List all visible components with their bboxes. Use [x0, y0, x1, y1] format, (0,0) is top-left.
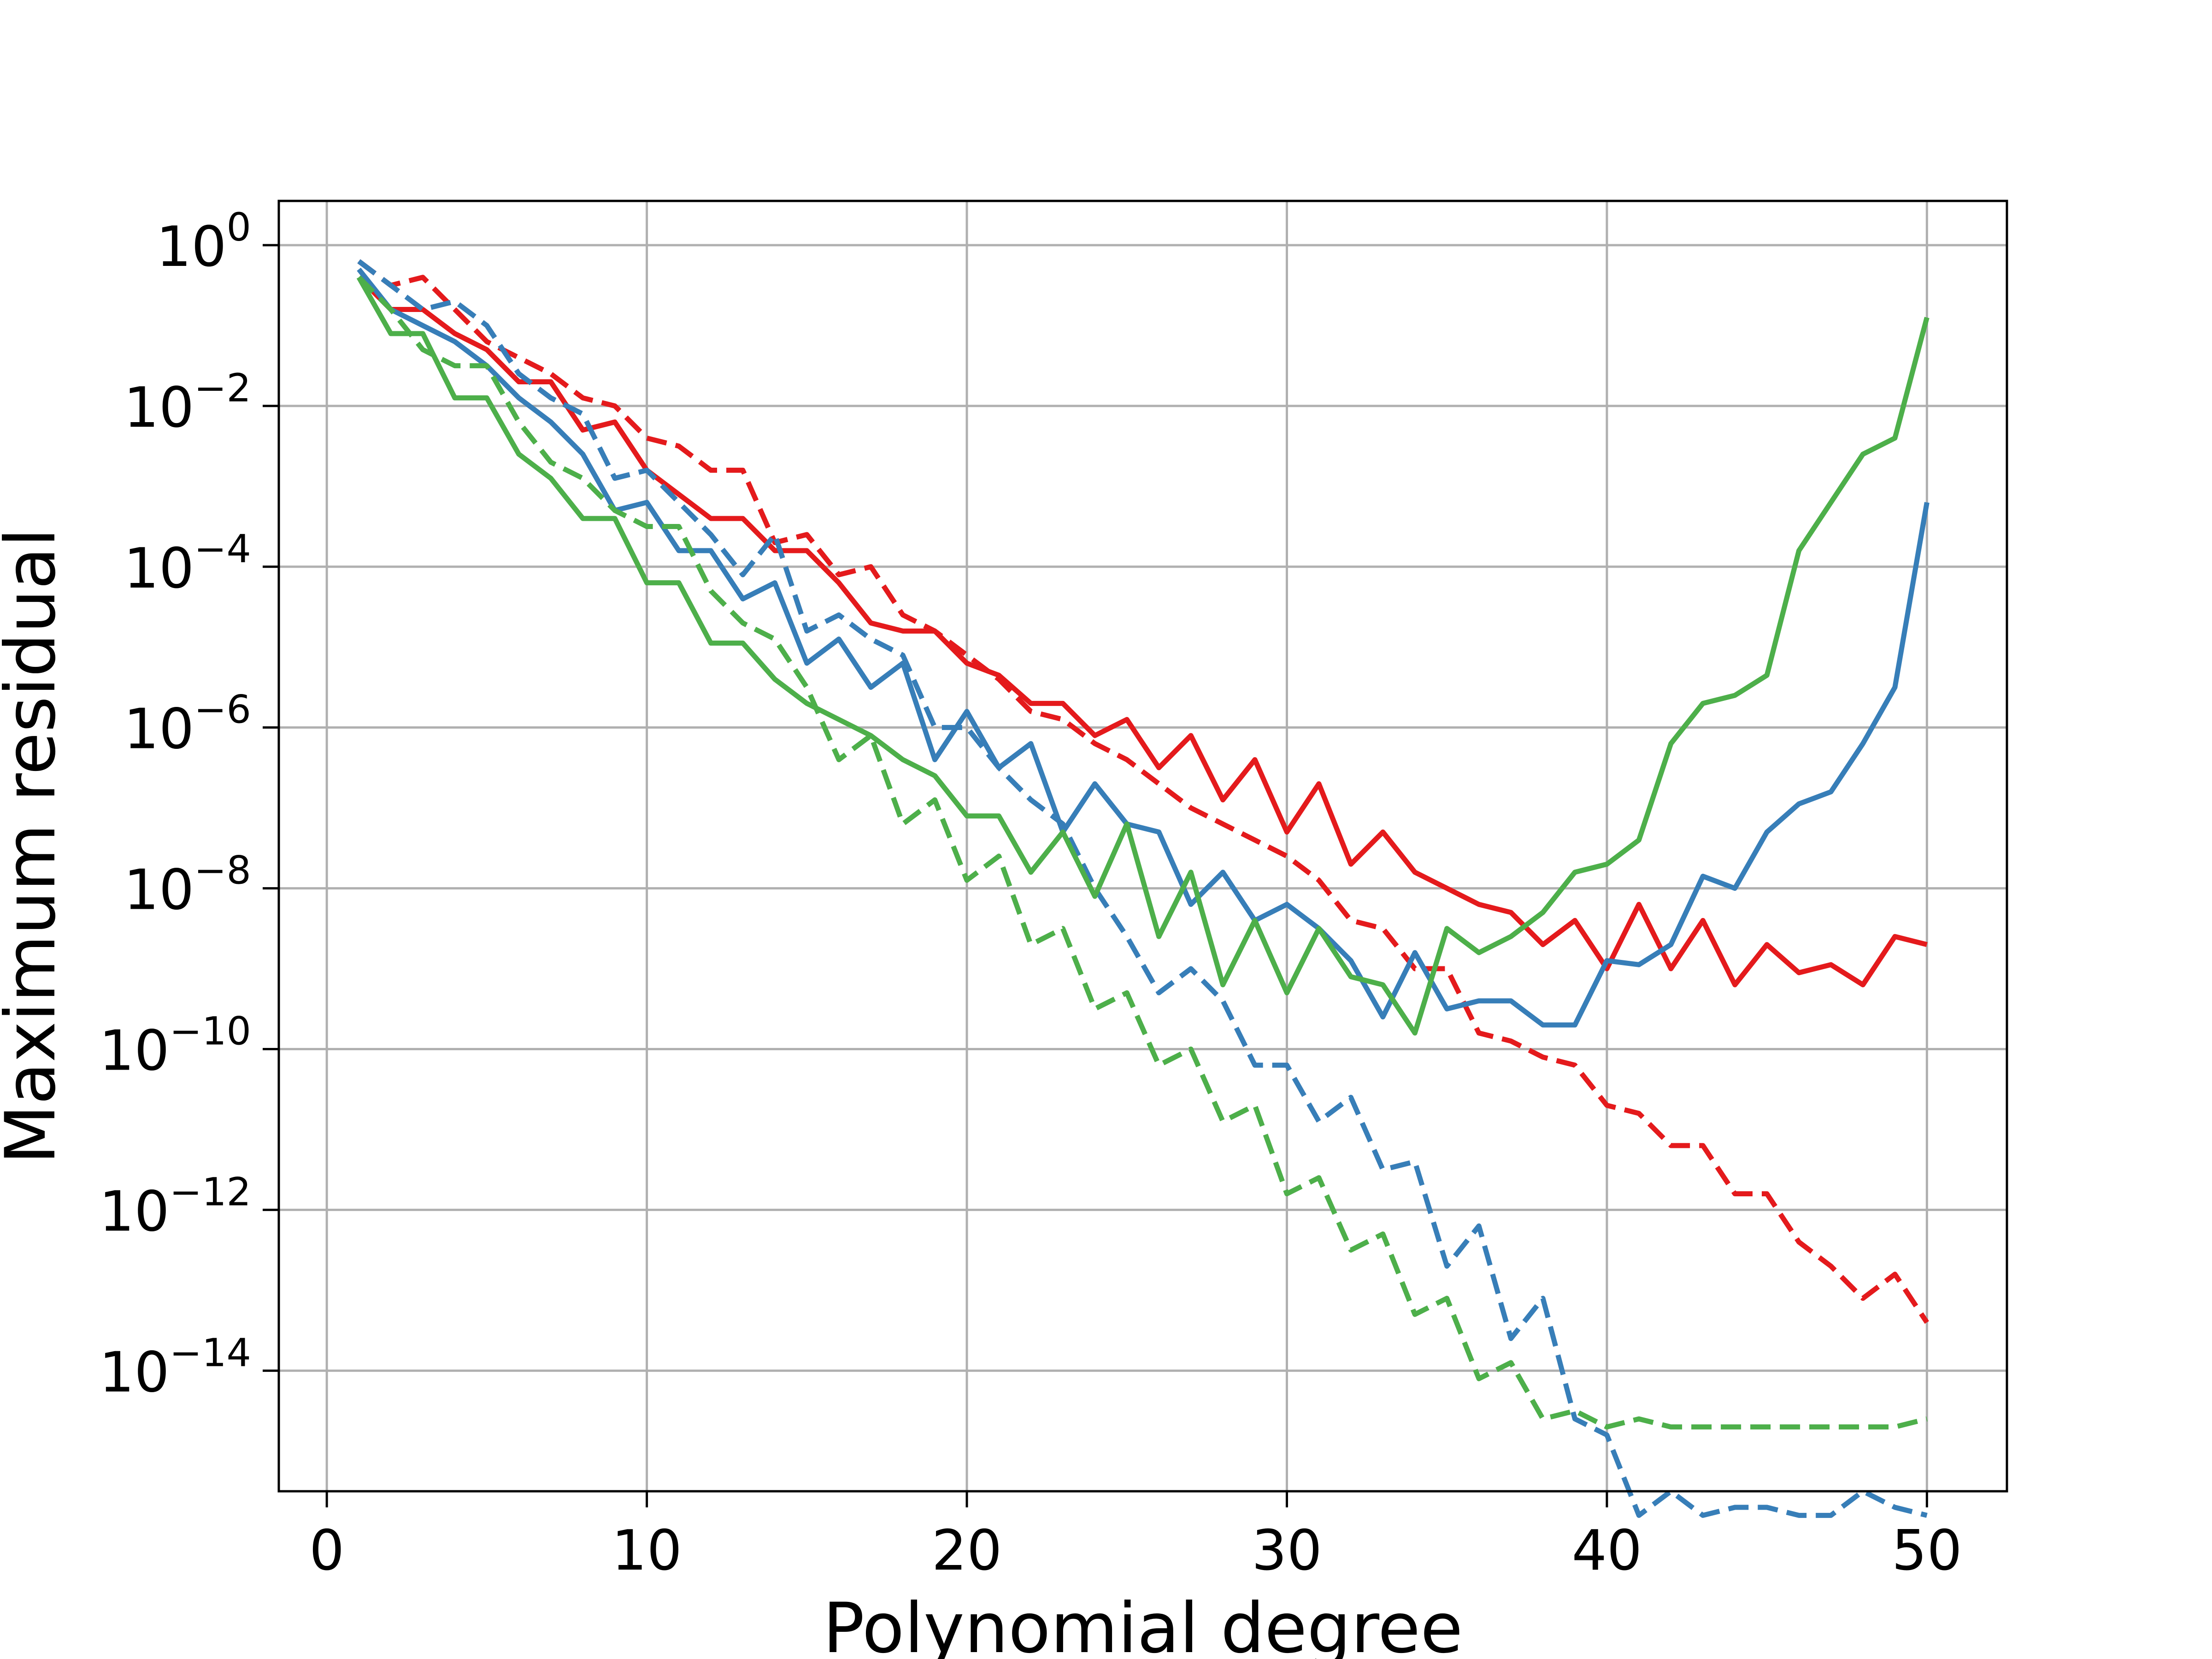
- plot-frame: [277, 200, 2008, 1493]
- x-tick-label: 10: [612, 1519, 682, 1583]
- x-tick-label: 40: [1572, 1519, 1642, 1583]
- series-line-2: [357, 259, 1929, 1324]
- tick-labels: 0 10 20 30 40 50 100 10−2 10−4 10−6 10−8 10−10 10−12…: [99, 205, 1962, 1583]
- y-tick-label: 10−14: [99, 1330, 251, 1405]
- y-tick-label: 10−8: [124, 848, 251, 923]
- series-lines: [356, 259, 1930, 1518]
- x-tick-label: 0: [309, 1519, 344, 1583]
- series-line-5: [356, 276, 1930, 1036]
- series-line-3: [357, 267, 1930, 1028]
- x-axis-label: Polynomial degree: [823, 1588, 1463, 1659]
- y-axis-label: Maximum residual: [0, 528, 71, 1164]
- y-tick-label: 100: [156, 205, 251, 279]
- grid-lines: [279, 201, 2007, 1491]
- y-tick-label: 10−10: [99, 1008, 251, 1083]
- y-tick-label: 10−6: [124, 687, 251, 762]
- axis-ticks: [263, 244, 1928, 1507]
- x-tick-label: 30: [1252, 1519, 1322, 1583]
- series-line-1: [357, 275, 1928, 988]
- y-tick-label: 10−4: [124, 526, 251, 601]
- series-line-6: [357, 275, 1928, 1430]
- y-tick-label: 10−12: [99, 1169, 251, 1244]
- y-tick-label: 10−2: [124, 365, 251, 440]
- x-tick-label: 20: [932, 1519, 1002, 1583]
- series-line-4: [357, 259, 1928, 1518]
- x-tick-label: 50: [1892, 1519, 1962, 1583]
